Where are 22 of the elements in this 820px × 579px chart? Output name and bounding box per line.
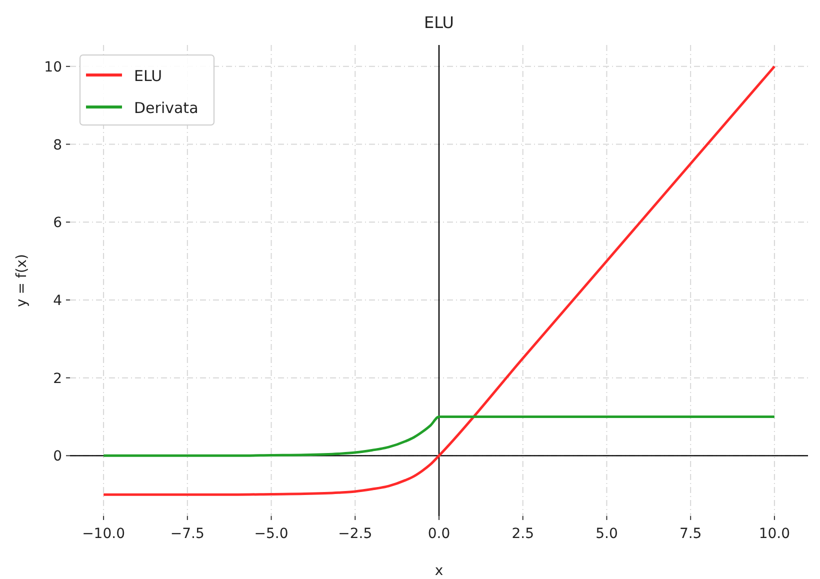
x-axis-title: x bbox=[434, 563, 444, 579]
legend-label: Derivata bbox=[134, 99, 198, 117]
x-tick-label: −5.0 bbox=[254, 526, 288, 542]
y-tick-label: 4 bbox=[53, 292, 62, 309]
x-tick-label: 2.5 bbox=[512, 526, 534, 542]
legend-label: ELU bbox=[134, 67, 162, 85]
x-tick-label: 7.5 bbox=[679, 526, 702, 542]
y-tick-label: 2 bbox=[53, 370, 62, 387]
x-tick-label: 10.0 bbox=[758, 526, 790, 542]
y-tick-label: 6 bbox=[53, 215, 62, 232]
x-tick-label: 0.0 bbox=[428, 526, 450, 542]
chart-title: ELU bbox=[424, 13, 454, 32]
x-tick-label: −10.0 bbox=[82, 526, 125, 542]
y-tick-label: 8 bbox=[53, 137, 62, 154]
line-series bbox=[102, 415, 776, 457]
x-tick-label: 5.0 bbox=[596, 526, 618, 542]
y-tick-label: 0 bbox=[53, 448, 62, 465]
line-series bbox=[102, 65, 776, 496]
x-tick-label: −7.5 bbox=[170, 526, 204, 542]
y-axis-title: y = f(x) bbox=[14, 254, 30, 308]
x-tick-label: −2.5 bbox=[338, 526, 372, 542]
y-tick-label: 10 bbox=[44, 59, 62, 76]
